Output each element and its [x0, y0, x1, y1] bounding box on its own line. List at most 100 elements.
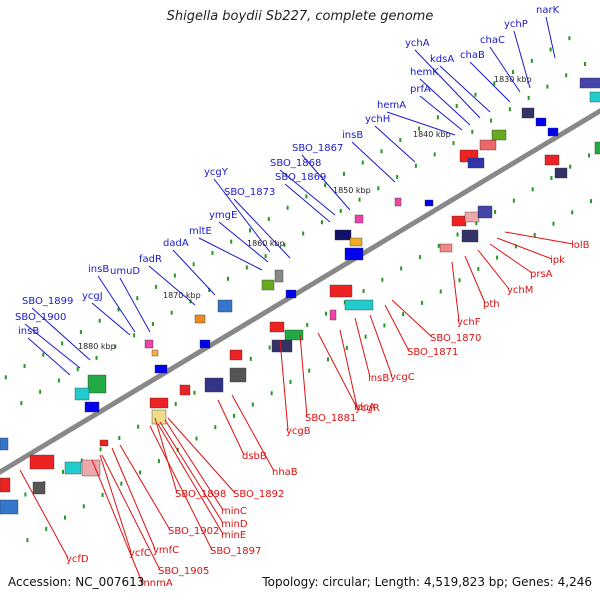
gene-label-reverse: SBO_1892 [233, 489, 284, 500]
tick-mark [362, 289, 365, 294]
gene-label-forward: chaC [480, 35, 505, 46]
feature-block [179, 384, 191, 396]
feature-block [491, 129, 507, 141]
leader-line [317, 332, 357, 407]
leader-line [279, 169, 336, 216]
leader-line [91, 302, 131, 336]
tick-mark [590, 199, 593, 204]
leader-line [386, 111, 456, 136]
tick-mark [136, 296, 139, 301]
tick-mark [456, 232, 459, 237]
leader-line [164, 419, 224, 511]
tick-mark [531, 187, 534, 192]
gene-label-reverse: ycfD [66, 554, 89, 565]
leader-line [414, 49, 481, 119]
feature-block [0, 499, 19, 515]
tick-mark [192, 262, 195, 267]
gene-label-reverse: SBO_1898 [175, 489, 226, 500]
leader-line [513, 30, 531, 89]
tick-mark [402, 312, 405, 317]
tick-mark [527, 95, 530, 100]
tick-mark [82, 504, 85, 509]
gene-label-reverse: ychF [457, 317, 481, 328]
accession-text: Accession: NC_007613 [8, 575, 145, 589]
feature-block [284, 329, 304, 341]
kbp-label: 1840 kbp [413, 130, 451, 139]
tick-mark [324, 311, 327, 316]
feature-block [521, 107, 535, 119]
tick-mark [24, 492, 27, 497]
tick-mark [565, 73, 568, 78]
leader-line [464, 255, 486, 304]
feature-block [349, 237, 363, 247]
feature-block [285, 289, 297, 299]
gene-label-forward: chaB [460, 50, 485, 61]
tick-mark [414, 163, 417, 168]
gene-label-reverse: ychM [507, 285, 533, 296]
feature-block [271, 339, 293, 353]
feature-block [217, 299, 233, 313]
feature-block [74, 387, 90, 401]
tick-mark [364, 334, 367, 339]
tick-mark [530, 58, 533, 63]
leader-line [27, 337, 71, 376]
tick-mark [45, 526, 48, 531]
tick-mark [245, 265, 248, 270]
tick-mark [569, 164, 572, 169]
feature-block [64, 461, 82, 475]
tick-mark [270, 391, 273, 396]
tick-mark [383, 323, 386, 328]
tick-mark [283, 242, 286, 247]
gene-label-forward: mltE [189, 226, 212, 237]
gene-label-forward: ychA [405, 38, 430, 49]
tick-mark [193, 390, 196, 395]
tick-mark [151, 321, 154, 326]
gene-label-reverse: ldcA [354, 402, 376, 413]
tick-mark [306, 322, 309, 327]
feature-block [269, 321, 285, 333]
tick-mark [39, 389, 42, 394]
tick-mark [227, 276, 230, 281]
gene-label-reverse: pth [483, 299, 500, 310]
tick-mark [490, 118, 493, 123]
feature-block [344, 299, 374, 311]
feature-block [547, 127, 559, 137]
tick-mark [399, 137, 402, 142]
gene-label-forward: kdsA [430, 54, 454, 65]
feature-block [199, 339, 211, 349]
gene-label-forward: SBO_1867 [292, 143, 343, 154]
feature-block [535, 117, 547, 127]
leader-line [279, 339, 289, 431]
tick-mark [118, 435, 121, 440]
tick-mark [76, 367, 79, 372]
gene-label-reverse: SBO_1905 [158, 566, 209, 577]
feature-block [544, 154, 560, 166]
tick-mark [214, 425, 217, 430]
gene-label-reverse: minD [221, 519, 248, 530]
gene-label-forward: ycgY [204, 167, 229, 178]
leader-line [369, 314, 393, 377]
feature-block [229, 367, 247, 383]
tick-mark [117, 307, 120, 312]
gene-label-reverse: SBO_1902 [168, 526, 219, 537]
gene-label-forward: ychP [504, 19, 528, 30]
tick-mark [80, 458, 83, 463]
tick-mark [63, 515, 66, 520]
tick-mark [137, 424, 140, 429]
genome-axis [0, 108, 600, 475]
feature-block [32, 481, 46, 495]
feature-block [229, 349, 243, 361]
tick-mark [552, 221, 555, 226]
tick-mark [95, 355, 98, 360]
gene-label-forward: dadA [163, 238, 189, 249]
gene-label-forward: ychH [365, 114, 390, 125]
gene-label-forward: hemA [377, 100, 406, 111]
tick-mark [339, 208, 342, 213]
tick-mark [249, 228, 252, 233]
gene-label-forward: SBO_1868 [270, 158, 321, 169]
tick-mark [474, 92, 477, 97]
feature-block [87, 374, 107, 394]
leader-line [97, 275, 136, 333]
tick-mark [23, 363, 26, 368]
leader-line [284, 183, 331, 223]
